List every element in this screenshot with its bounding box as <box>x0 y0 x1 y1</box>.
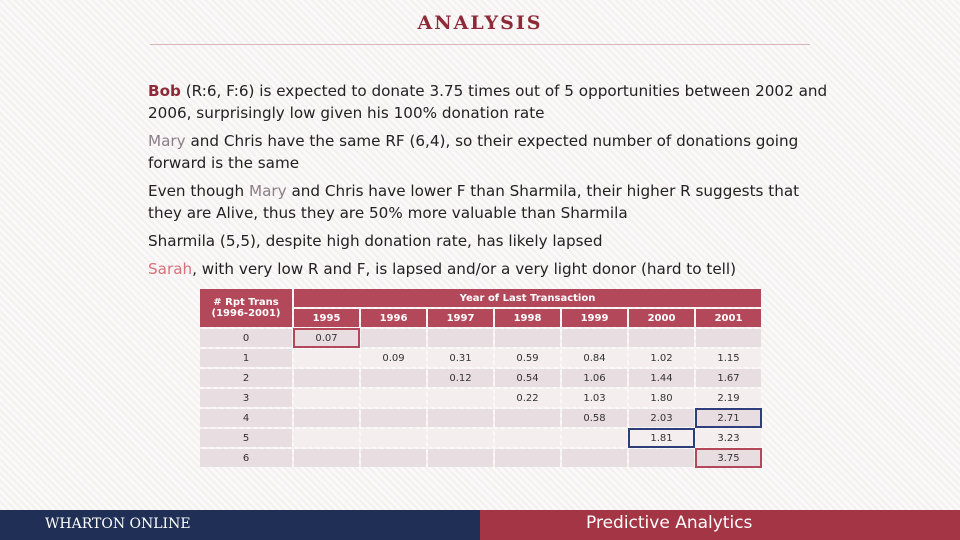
row-header-cell: # Rpt Trans (1996-2001) <box>200 289 292 327</box>
table-row: 5 1.81 3.23 <box>200 428 761 448</box>
table-cell-highlighted: 3.75 <box>695 448 762 468</box>
footer-course-bar: Predictive Analytics <box>480 510 960 540</box>
footer-brand-bar: WHARTON ONLINE <box>0 510 480 540</box>
year-header: 2000 <box>629 309 694 327</box>
row-label: 3 <box>200 389 292 407</box>
table-cell <box>294 449 359 467</box>
table-row: 0 0.07 <box>200 328 761 348</box>
table-cell <box>361 329 426 347</box>
bullet-2-text: and Chris have the same RF (6,4), so the… <box>148 132 799 172</box>
table-row: 3 0.22 1.03 1.80 2.19 <box>200 389 761 407</box>
bullet-5-name: Sarah <box>148 260 193 278</box>
table-row: 2 0.12 0.54 1.06 1.44 1.67 <box>200 369 761 387</box>
slide-title: ANALYSIS <box>417 12 543 34</box>
row-label: 5 <box>200 429 292 447</box>
table-cell: 1.03 <box>562 389 627 407</box>
row-header-line1: # Rpt Trans <box>213 297 279 308</box>
bullet-5-text: , with very low R and F, is lapsed and/o… <box>192 260 737 278</box>
table-cell: 1.02 <box>629 349 694 367</box>
table-cell <box>428 389 493 407</box>
table-cell <box>428 409 493 427</box>
table-cell-highlighted: 2.71 <box>695 408 762 428</box>
bullet-3-pre: Even though <box>148 182 249 200</box>
table-cell <box>495 329 560 347</box>
bullet-3-name: Mary <box>248 182 287 200</box>
table-cell-highlighted: 0.07 <box>293 328 360 348</box>
bullet-1-name: Bob <box>148 82 181 100</box>
table-cell <box>294 389 359 407</box>
year-header: 2001 <box>696 309 761 327</box>
table-cell <box>294 349 359 367</box>
table-cell <box>495 429 560 447</box>
table-row: 4 0.58 2.03 2.71 <box>200 408 762 428</box>
table-row: 6 3.75 <box>200 448 762 468</box>
year-header: 1995 <box>294 309 359 327</box>
table-cell: 0.54 <box>495 369 560 387</box>
table-cell: 1.67 <box>696 369 761 387</box>
table-cell <box>361 449 426 467</box>
bullet-4: Sharmila (5,5), despite high donation ra… <box>148 230 828 252</box>
table-cell: 0.09 <box>361 349 426 367</box>
table-cell <box>562 449 627 467</box>
year-header: 1999 <box>562 309 627 327</box>
table-cell <box>696 329 761 347</box>
row-label: 1 <box>200 349 292 367</box>
table-cell: 0.31 <box>428 349 493 367</box>
table-cell <box>361 409 426 427</box>
table-cell <box>294 369 359 387</box>
table-cell <box>361 389 426 407</box>
table-cell: 1.15 <box>696 349 761 367</box>
table-cell <box>495 409 560 427</box>
row-label: 4 <box>200 409 292 427</box>
table-header-row: # Rpt Trans (1996-2001) Year of Last Tra… <box>200 289 761 327</box>
table-cell: 2.03 <box>629 409 694 427</box>
table-cell: 1.44 <box>629 369 694 387</box>
year-header: 1997 <box>428 309 493 327</box>
expected-donations-table: # Rpt Trans (1996-2001) Year of Last Tra… <box>198 287 763 469</box>
table-cell <box>562 329 627 347</box>
table-cell: 3.23 <box>696 429 761 447</box>
table-cell: 1.06 <box>562 369 627 387</box>
table-cell: 1.80 <box>629 389 694 407</box>
bullet-2: Mary and Chris have the same RF (6,4), s… <box>148 130 828 174</box>
bullet-5: Sarah, with very low R and F, is lapsed … <box>148 258 828 280</box>
table-cell <box>562 429 627 447</box>
footer-course-title: Predictive Analytics <box>586 513 753 533</box>
table-cell: 0.58 <box>562 409 627 427</box>
table-cell <box>361 369 426 387</box>
table-cell <box>428 429 493 447</box>
row-header-line2: (1996-2001) <box>211 308 281 319</box>
table-cell <box>428 329 493 347</box>
table-cell: 0.59 <box>495 349 560 367</box>
bullet-3-text: and Chris have lower F than Sharmila, th… <box>148 182 800 222</box>
year-header-row: 1995 1996 1997 1998 1999 2000 2001 <box>200 309 761 327</box>
table-cell: 0.12 <box>428 369 493 387</box>
column-group-header: Year of Last Transaction <box>294 289 761 307</box>
table-cell: 2.19 <box>696 389 761 407</box>
table-cell <box>629 449 694 467</box>
bullet-1: Bob (R:6, F:6) is expected to donate 3.7… <box>148 80 828 124</box>
bullet-1-text: (R:6, F:6) is expected to donate 3.75 ti… <box>148 82 828 122</box>
bullet-list: Bob (R:6, F:6) is expected to donate 3.7… <box>148 80 828 286</box>
table-cell: 0.84 <box>562 349 627 367</box>
year-header: 1996 <box>361 309 426 327</box>
title-divider <box>150 44 810 45</box>
table-cell <box>428 449 493 467</box>
table-cell-highlighted: 1.81 <box>628 428 695 448</box>
table-cell <box>495 449 560 467</box>
row-label: 6 <box>200 449 292 467</box>
table-cell <box>294 409 359 427</box>
year-header: 1998 <box>495 309 560 327</box>
table-cell <box>294 429 359 447</box>
table-cell <box>629 329 694 347</box>
row-label: 2 <box>200 369 292 387</box>
table-cell: 0.22 <box>495 389 560 407</box>
bullet-3: Even though Mary and Chris have lower F … <box>148 180 828 224</box>
row-label: 0 <box>200 329 292 347</box>
footer-brand: WHARTON ONLINE <box>45 516 191 532</box>
table-cell <box>361 429 426 447</box>
table-row: 1 0.09 0.31 0.59 0.84 1.02 1.15 <box>200 349 761 367</box>
bullet-2-name: Mary <box>148 132 186 150</box>
bullet-4-text: Sharmila (5,5), despite high donation ra… <box>148 232 603 250</box>
